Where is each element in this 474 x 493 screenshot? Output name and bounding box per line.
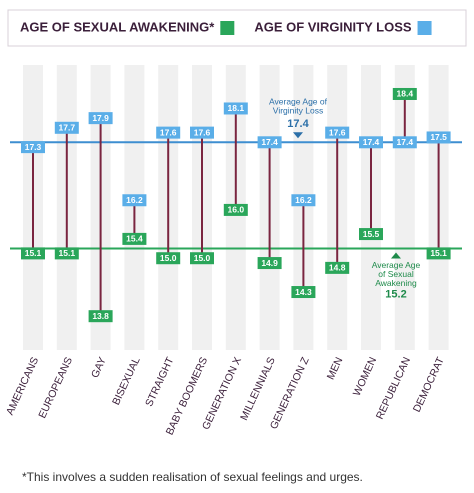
value-label: 14.8 <box>329 263 346 273</box>
value-label: 17.4 <box>397 137 414 147</box>
value-label: 17.6 <box>160 127 177 137</box>
x-tick-label: MILLENNIALS <box>238 355 278 422</box>
value-label: 16.2 <box>295 195 312 205</box>
value-box <box>392 136 417 149</box>
value-label: 15.1 <box>430 248 447 258</box>
x-tick-label: AMERICANS <box>4 355 41 417</box>
value-box <box>325 126 350 139</box>
value-label: 15.1 <box>25 248 42 258</box>
value-label: 18.1 <box>228 103 245 113</box>
x-tick-label: STRAIGHT <box>143 355 177 409</box>
column-stripe <box>394 65 415 350</box>
value-label: 17.3 <box>25 142 42 152</box>
value-label: 14.9 <box>261 258 278 268</box>
value-label: 15.4 <box>126 234 143 244</box>
value-label: 17.7 <box>59 123 76 133</box>
average-label: Awakening <box>375 278 417 288</box>
average-marker <box>391 252 401 259</box>
x-tick-label: EUROPEANS <box>36 355 75 420</box>
value-box <box>257 136 282 149</box>
value-label: 17.5 <box>430 132 447 142</box>
legend-swatch <box>417 21 432 35</box>
average-value: 17.4 <box>287 118 309 130</box>
x-tick-label: DEMOCRAT <box>411 355 447 414</box>
value-label: 16.2 <box>126 195 143 205</box>
x-tick-label: BISEXUAL <box>110 355 143 407</box>
value-box <box>325 261 350 274</box>
value-box <box>54 121 79 134</box>
average-label: Virginity Loss <box>273 106 323 116</box>
value-box <box>291 286 316 299</box>
value-label: 13.8 <box>92 311 109 321</box>
x-tick-label: WOMEN <box>351 355 379 398</box>
average-label: Average Age of <box>269 97 328 107</box>
legend-label: AGE OF SEXUAL AWAKENING* <box>20 19 215 34</box>
value-box <box>88 310 113 323</box>
value-label: 17.4 <box>363 137 380 147</box>
value-label: 14.3 <box>295 287 312 297</box>
value-label: 16.0 <box>228 205 245 215</box>
value-box <box>21 247 45 260</box>
value-label: 17.9 <box>92 113 109 123</box>
value-label: 15.0 <box>160 253 177 263</box>
value-box <box>359 136 383 149</box>
x-tick-label: REPUBLICAN <box>374 355 413 421</box>
average-label: Average Age <box>372 260 421 270</box>
value-box <box>54 247 79 260</box>
value-box <box>88 112 113 125</box>
value-label: 15.1 <box>59 248 76 258</box>
average-value: 15.2 <box>385 288 406 300</box>
value-box <box>291 194 316 207</box>
average-label: of Sexual <box>378 269 414 279</box>
legend-box <box>7 9 467 47</box>
footnote: *This involves a sudden realisation of s… <box>22 470 363 484</box>
legend-label: AGE OF VIRGINITY LOSS <box>254 19 412 34</box>
value-box <box>426 131 451 144</box>
value-box <box>156 252 181 265</box>
value-label: 15.0 <box>194 253 211 263</box>
value-label: 17.6 <box>194 127 211 137</box>
value-box <box>122 194 147 207</box>
average-marker <box>293 132 303 139</box>
value-label: 15.5 <box>363 229 380 239</box>
value-label: 17.6 <box>329 127 346 137</box>
value-box <box>426 247 451 260</box>
value-box <box>223 102 248 115</box>
x-tick-label: GAY <box>89 355 109 379</box>
value-box <box>359 228 383 241</box>
value-box <box>223 203 248 216</box>
legend-swatch <box>220 21 235 35</box>
value-label: 18.4 <box>397 89 414 99</box>
value-label: 17.4 <box>261 137 278 147</box>
value-box <box>156 126 181 139</box>
x-tick-label: MEN <box>325 355 346 381</box>
value-box <box>21 141 45 154</box>
value-box <box>190 252 214 265</box>
value-box <box>122 232 147 245</box>
value-box <box>190 126 214 139</box>
value-box <box>257 257 282 270</box>
value-box <box>392 87 417 100</box>
